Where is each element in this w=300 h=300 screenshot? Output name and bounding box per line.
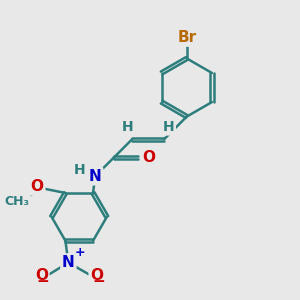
Text: H: H [74,163,85,177]
Text: O: O [142,150,155,165]
Text: O: O [35,268,48,283]
Text: H: H [122,120,134,134]
Text: O: O [90,268,103,283]
Text: Br: Br [177,30,196,45]
Text: O: O [31,179,44,194]
Text: H: H [163,120,174,134]
Text: −: − [37,274,50,290]
Text: −: − [92,274,105,290]
Text: +: + [75,246,85,259]
Text: CH₃: CH₃ [4,195,29,208]
Text: N: N [62,255,75,270]
Text: N: N [89,169,102,184]
